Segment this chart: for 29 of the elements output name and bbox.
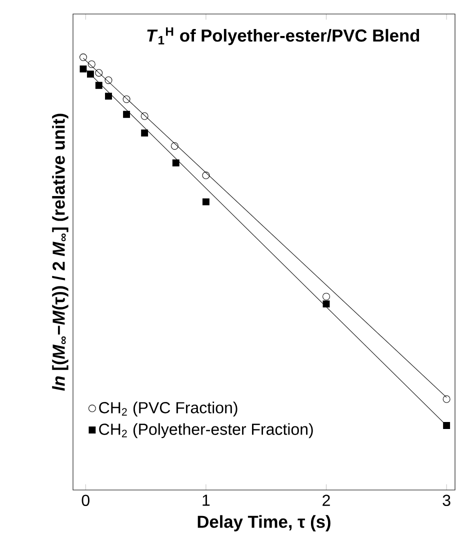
x-tick-label: 3 (442, 494, 450, 506)
point (104, 76, 112, 84)
point (88, 60, 96, 68)
point (202, 198, 210, 206)
point (172, 159, 180, 166)
point (95, 69, 103, 77)
point (122, 96, 130, 103)
x-tick-label: 1 (202, 494, 210, 506)
x-axis-title: Delay Time, τ (s) (198, 515, 330, 532)
point (105, 92, 112, 100)
x-tick-label: 2 (322, 494, 330, 506)
text: ln [(M$_{∞}$−M(τ)) / 2 M$_{∞}$] (relative unit) (52, 114, 68, 391)
x-tick-label: 0 (82, 494, 90, 506)
point (202, 172, 210, 180)
chart-title: T$_{1}$$^{H}$ of Polyether-ester/PVC Blend (147, 27, 420, 46)
point (322, 292, 330, 300)
point (123, 110, 130, 118)
point (442, 395, 450, 403)
legend-label: CH$_{2}$ (Polyether-ester Fraction) (99, 423, 313, 438)
point (443, 422, 450, 429)
point (170, 142, 178, 150)
point (140, 112, 148, 120)
point (80, 65, 87, 72)
point (79, 54, 87, 62)
point (95, 82, 102, 89)
point (86, 70, 94, 78)
legend-label: CH$_{2}$ (PVC Fraction) (99, 402, 238, 417)
point (141, 130, 148, 136)
point (322, 300, 330, 308)
